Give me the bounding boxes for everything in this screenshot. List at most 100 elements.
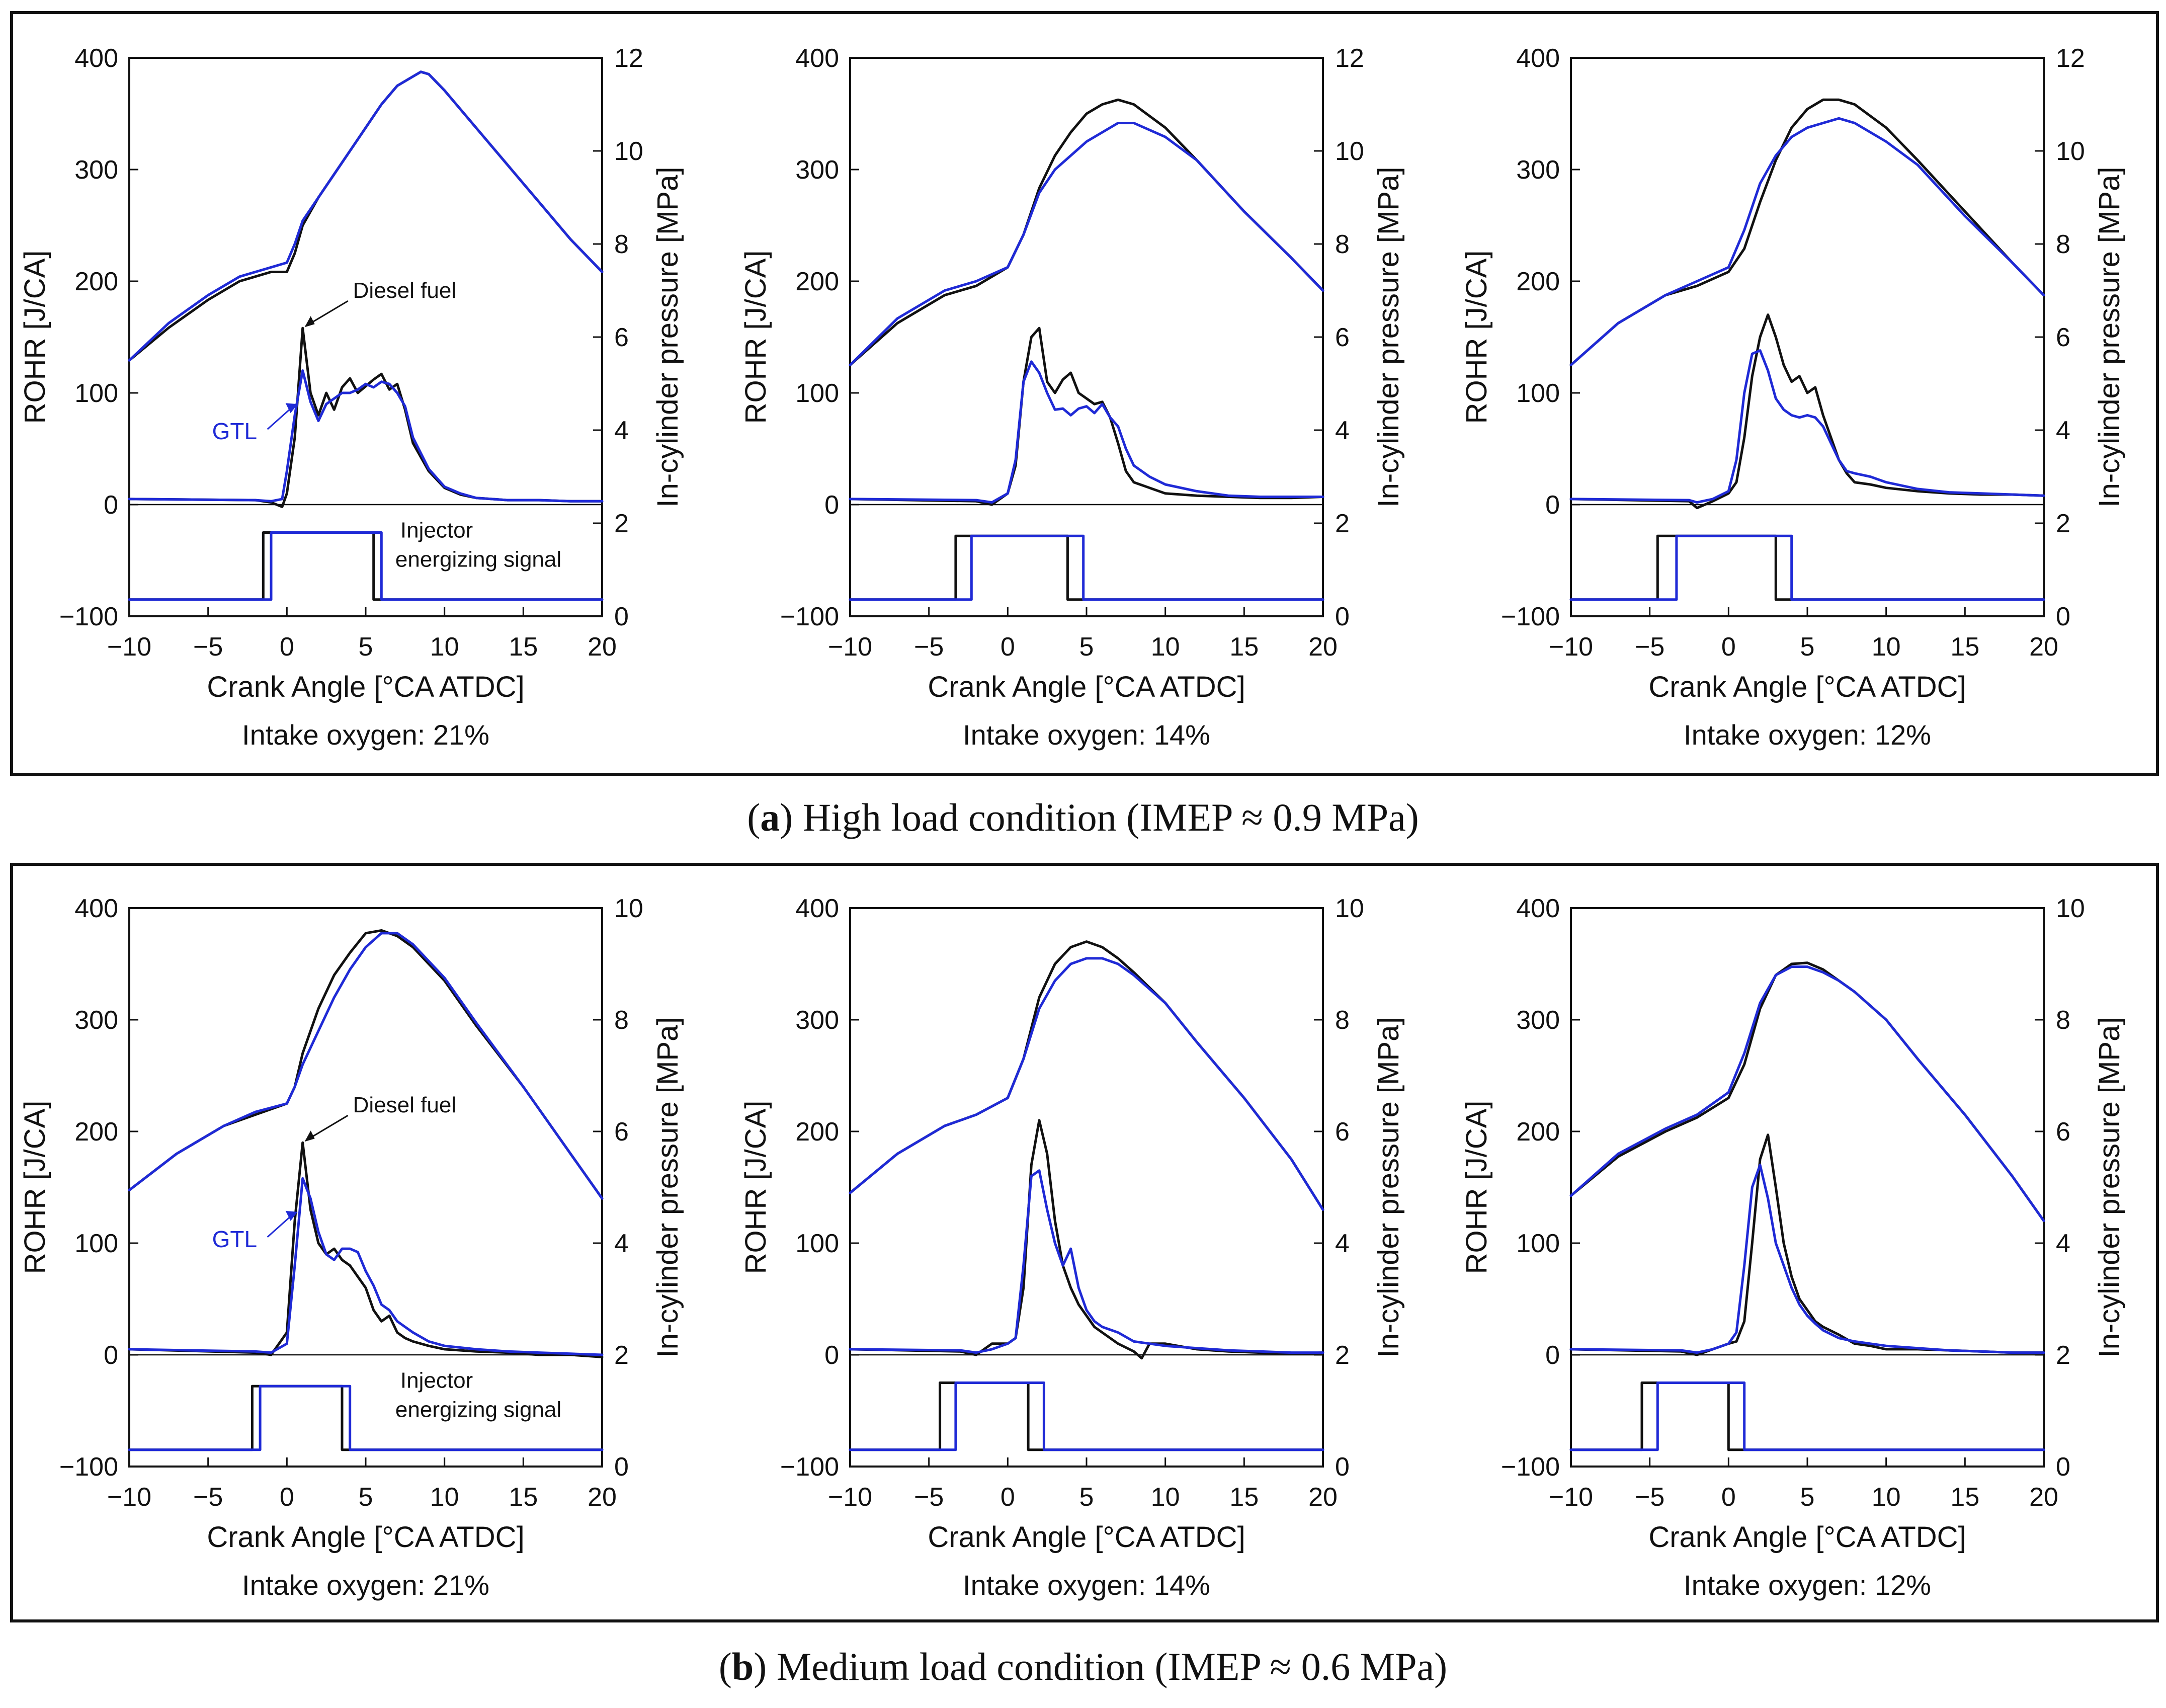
y-left-tick-label: 100 xyxy=(74,379,118,408)
y-right-tick-label: 6 xyxy=(2056,1117,2070,1147)
series-gtl-pressure xyxy=(128,932,604,1200)
x-tick-label: −5 xyxy=(1635,632,1664,662)
y-left-axis-label: ROHR [J/CA] xyxy=(1460,251,1493,424)
panel-b-frame xyxy=(10,863,2159,1622)
y-left-tick-label: 0 xyxy=(824,1341,839,1370)
y-right-axis-label: In-cylinder pressure [MPa] xyxy=(651,1017,684,1358)
y-right-tick-label: 0 xyxy=(2056,1452,2070,1482)
y-left-tick-label: 0 xyxy=(1545,491,1560,520)
series-diesel-fuel-rohr xyxy=(849,327,1324,506)
annotation-diesel-fuel: Diesel fuel xyxy=(353,1093,456,1117)
y-left-tick-label: 400 xyxy=(74,44,118,73)
y-right-tick-label: 2 xyxy=(1335,1341,1350,1370)
panel-a-caption-text: ) High load condition (IMEP ≈ 0.9 MPa) xyxy=(780,795,1419,839)
y-left-tick-label: 300 xyxy=(795,1006,839,1035)
x-tick-label: 15 xyxy=(1229,632,1259,662)
chart-subtitle: Intake oxygen: 21% xyxy=(242,1569,489,1601)
y-right-tick-label: 6 xyxy=(614,323,629,352)
panel-b-caption-text: ) Medium load condition (IMEP ≈ 0.6 MPa) xyxy=(754,1645,1448,1688)
x-tick-label: −10 xyxy=(107,1483,151,1512)
y-left-tick-label: 100 xyxy=(1516,1229,1560,1258)
series-gtl-pressure xyxy=(849,957,1324,1211)
y-right-tick-label: 8 xyxy=(614,230,629,259)
chart-b-12: −10 −5 0 5 10 15 204003002001000−1001086420Cra… xyxy=(1460,894,2126,1601)
x-tick-label: 20 xyxy=(588,632,617,662)
chart-subtitle: Intake oxygen: 12% xyxy=(1684,719,1931,751)
x-tick-label: 5 xyxy=(1800,1483,1815,1512)
y-right-tick-label: 10 xyxy=(614,894,643,923)
y-left-axis-label: ROHR [J/CA] xyxy=(19,1101,51,1274)
diesel-arrowhead xyxy=(304,316,315,328)
x-tick-label: 5 xyxy=(359,632,373,662)
x-tick-label: 15 xyxy=(509,1483,538,1512)
chart-a-21: −10 −5 0 5 10 15 204003002001000−100121086420C… xyxy=(19,44,684,751)
annotation-injector-line1: Injector xyxy=(400,1368,473,1393)
series-diesel-fuel-rohr xyxy=(849,1119,1324,1360)
chart-subtitle: Intake oxygen: 14% xyxy=(963,1569,1210,1601)
y-right-tick-label: 8 xyxy=(1335,230,1350,259)
y-left-tick-label: 0 xyxy=(104,491,118,520)
x-tick-label: 10 xyxy=(1872,1483,1901,1512)
y-right-axis-label: In-cylinder pressure [MPa] xyxy=(1372,1017,1405,1358)
series-diesel-fuel-pressure xyxy=(849,98,1324,366)
y-left-tick-label: 0 xyxy=(1545,1341,1560,1370)
y-right-tick-label: 2 xyxy=(1335,509,1350,538)
series-diesel-fuel-pressure xyxy=(1569,98,2045,366)
x-tick-label: 20 xyxy=(588,1483,617,1512)
x-tick-label: −10 xyxy=(107,632,151,662)
x-axis-label: Crank Angle [°CA ATDC] xyxy=(1648,1521,1966,1554)
panel-b-letter: b xyxy=(731,1645,754,1688)
y-left-tick-label: 100 xyxy=(1516,379,1560,408)
y-right-tick-label: 10 xyxy=(2056,894,2085,923)
series-diesel-fuel-pressure xyxy=(849,940,1324,1211)
series-gtl-rohr xyxy=(128,1177,604,1356)
y-left-tick-label: −100 xyxy=(780,602,839,631)
series-diesel-fuel-injector-signal xyxy=(1569,1381,2045,1451)
y-right-tick-label: 10 xyxy=(2056,137,2085,166)
x-tick-label: 15 xyxy=(1950,1483,1979,1512)
y-left-tick-label: 100 xyxy=(795,379,839,408)
series-diesel-fuel-rohr xyxy=(128,327,604,508)
series-diesel-fuel-pressure xyxy=(1569,961,2045,1223)
x-tick-label: 10 xyxy=(1872,632,1901,662)
series-diesel-fuel-rohr xyxy=(128,1141,604,1358)
series-gtl-pressure xyxy=(849,122,1324,366)
y-right-axis-label: In-cylinder pressure [MPa] xyxy=(2093,1017,2126,1358)
series-gtl-injector-signal xyxy=(1569,1381,2045,1451)
x-axis-label: Crank Angle [°CA ATDC] xyxy=(207,1521,524,1554)
x-tick-label: 10 xyxy=(1151,632,1180,662)
series-diesel-fuel-rohr xyxy=(1569,1133,2045,1356)
y-right-tick-label: 4 xyxy=(1335,1229,1350,1258)
y-right-tick-label: 4 xyxy=(2056,1229,2070,1258)
y-right-tick-label: 4 xyxy=(614,1229,629,1258)
y-left-tick-label: 300 xyxy=(795,155,839,185)
x-tick-label: −5 xyxy=(1635,1483,1664,1512)
x-tick-label: 20 xyxy=(1308,1483,1338,1512)
y-left-tick-label: 300 xyxy=(1516,155,1560,185)
chart-b-21: −10 −5 0 5 10 15 204003002001000−1001086420Cra… xyxy=(19,894,684,1601)
x-tick-label: −5 xyxy=(914,1483,944,1512)
series-gtl-rohr xyxy=(849,360,1324,504)
x-tick-label: 10 xyxy=(430,1483,459,1512)
gtl-arrowhead xyxy=(285,403,298,414)
x-tick-label: 0 xyxy=(1721,1483,1736,1512)
x-tick-label: 0 xyxy=(1001,632,1015,662)
chart-subtitle: Intake oxygen: 14% xyxy=(963,719,1210,751)
plot-frame xyxy=(1570,57,2045,617)
x-tick-label: 15 xyxy=(1229,1483,1259,1512)
y-right-tick-label: 2 xyxy=(614,1341,629,1370)
y-left-tick-label: −100 xyxy=(1501,1452,1560,1482)
y-left-tick-label: 300 xyxy=(1516,1006,1560,1035)
series-gtl-pressure xyxy=(1569,117,2045,366)
series-diesel-fuel-pressure xyxy=(128,70,604,362)
x-tick-label: −5 xyxy=(193,632,223,662)
gtl-arrowhead xyxy=(285,1210,298,1221)
x-tick-label: 20 xyxy=(2029,1483,2058,1512)
x-tick-label: −5 xyxy=(193,1483,223,1512)
y-right-tick-label: 10 xyxy=(1335,894,1364,923)
y-right-axis-label: In-cylinder pressure [MPa] xyxy=(651,167,684,508)
x-axis-label: Crank Angle [°CA ATDC] xyxy=(928,1521,1245,1554)
chart-a-12: −10 −5 0 5 10 15 204003002001000−100121086420C… xyxy=(1460,44,2126,751)
y-right-tick-label: 8 xyxy=(2056,230,2070,259)
y-left-tick-label: 100 xyxy=(795,1229,839,1258)
